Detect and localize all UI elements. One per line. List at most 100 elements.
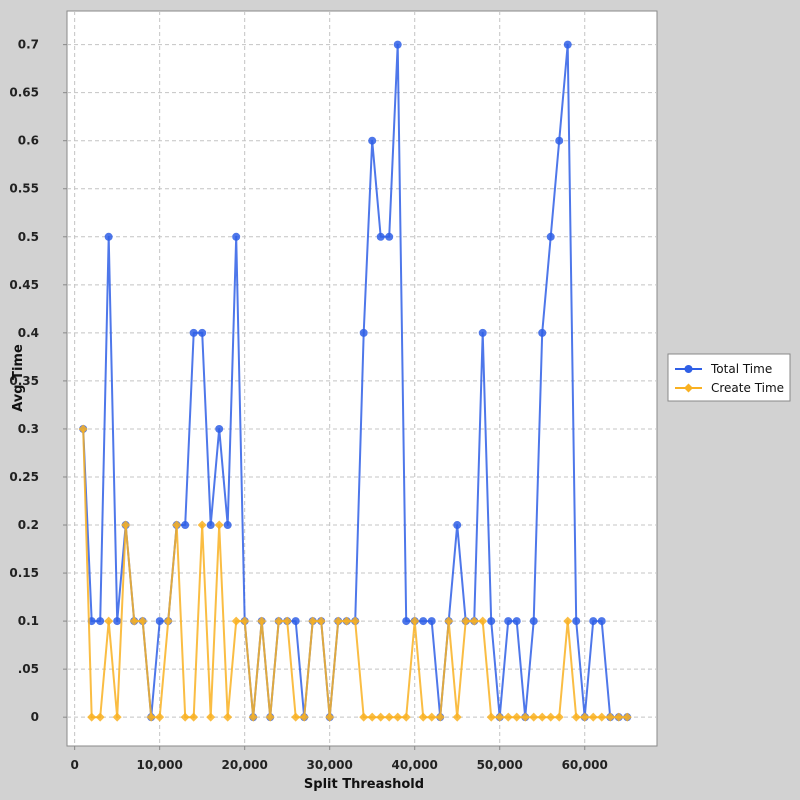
legend-label: Create Time bbox=[711, 381, 784, 395]
data-point bbox=[316, 616, 326, 626]
data-point bbox=[622, 712, 632, 722]
data-point bbox=[231, 616, 241, 626]
data-point bbox=[129, 616, 139, 626]
data-point bbox=[529, 617, 538, 626]
legend-entries: Total Time Create Time bbox=[675, 362, 784, 395]
data-point bbox=[469, 616, 479, 626]
legend-box bbox=[667, 353, 791, 402]
data-point bbox=[402, 617, 411, 626]
data-point bbox=[385, 232, 394, 241]
data-point bbox=[554, 712, 564, 722]
data-point bbox=[461, 616, 471, 626]
data-point bbox=[214, 520, 224, 530]
data-point bbox=[504, 617, 513, 626]
data-point bbox=[359, 712, 369, 722]
data-point bbox=[350, 616, 360, 626]
data-point bbox=[605, 712, 615, 722]
x-tick-label: 40,000 bbox=[392, 758, 438, 772]
data-point bbox=[291, 712, 301, 722]
data-point bbox=[529, 712, 539, 722]
y-tick-label: 0.25 bbox=[9, 470, 39, 484]
data-point bbox=[181, 521, 190, 530]
data-point bbox=[215, 424, 224, 433]
x-tick-label: 30,000 bbox=[307, 758, 353, 772]
y-tick-label: 0.3 bbox=[18, 422, 39, 436]
data-point bbox=[155, 712, 165, 722]
data-point bbox=[393, 712, 403, 722]
data-point bbox=[223, 521, 232, 530]
x-tick-label: 60,000 bbox=[562, 758, 608, 772]
y-tick-label: 0.1 bbox=[18, 614, 39, 628]
data-point bbox=[180, 712, 190, 722]
data-point bbox=[563, 40, 572, 49]
data-point bbox=[376, 232, 385, 241]
data-point bbox=[206, 712, 216, 722]
data-point bbox=[546, 232, 555, 241]
y-tick-label: 0.7 bbox=[18, 38, 39, 52]
series-layer bbox=[78, 40, 632, 722]
data-point bbox=[282, 616, 292, 626]
data-point bbox=[589, 617, 598, 626]
data-point bbox=[95, 712, 105, 722]
data-point bbox=[78, 424, 88, 434]
y-tick-label: 0.55 bbox=[9, 182, 39, 196]
data-point bbox=[512, 617, 521, 626]
data-point bbox=[104, 232, 113, 241]
data-point bbox=[299, 712, 309, 722]
data-point bbox=[342, 616, 352, 626]
data-point bbox=[486, 712, 496, 722]
y-axis-title: Avg Time bbox=[11, 344, 26, 412]
y-tick-label: 0.45 bbox=[9, 278, 39, 292]
data-point bbox=[291, 617, 300, 626]
data-point bbox=[487, 617, 496, 626]
data-point bbox=[163, 616, 173, 626]
data-point bbox=[367, 712, 377, 722]
data-point bbox=[546, 712, 556, 722]
data-point bbox=[597, 712, 607, 722]
data-point bbox=[113, 617, 122, 626]
legend: Total Time Create Time bbox=[667, 353, 791, 402]
data-point bbox=[418, 712, 428, 722]
data-point bbox=[155, 617, 164, 626]
y-tick-label: 0.5 bbox=[18, 230, 39, 244]
y-tick-label: 0.65 bbox=[9, 86, 39, 100]
data-point bbox=[121, 520, 131, 530]
data-point bbox=[478, 328, 487, 337]
data-point bbox=[376, 712, 386, 722]
data-point bbox=[189, 712, 199, 722]
data-point bbox=[240, 616, 250, 626]
x-axis-title: Split Threashold bbox=[304, 777, 424, 792]
data-point bbox=[538, 328, 547, 337]
data-point bbox=[614, 712, 624, 722]
data-point bbox=[563, 616, 573, 626]
data-point bbox=[104, 616, 114, 626]
data-point bbox=[571, 712, 581, 722]
x-tick-label: 20,000 bbox=[222, 758, 268, 772]
data-point bbox=[572, 617, 581, 626]
data-point bbox=[393, 40, 402, 49]
x-tick-label: 50,000 bbox=[477, 758, 523, 772]
series-1 bbox=[78, 424, 632, 722]
data-point bbox=[248, 712, 258, 722]
data-point bbox=[198, 328, 207, 337]
data-point bbox=[274, 616, 284, 626]
data-point bbox=[580, 712, 590, 722]
legend-label: Total Time bbox=[710, 362, 772, 376]
data-point bbox=[265, 712, 275, 722]
y-tick-label: 0.15 bbox=[9, 566, 39, 580]
data-point bbox=[146, 712, 156, 722]
y-tick-label: 0.6 bbox=[18, 134, 39, 148]
data-point bbox=[452, 712, 462, 722]
legend-marker bbox=[684, 365, 693, 373]
data-point bbox=[478, 616, 488, 626]
data-point bbox=[112, 712, 122, 722]
data-point bbox=[503, 712, 513, 722]
data-point bbox=[512, 712, 522, 722]
legend-marker bbox=[684, 383, 693, 393]
x-tick-label: 0 bbox=[70, 758, 78, 772]
data-point bbox=[419, 617, 428, 626]
legend-entry: Total Time bbox=[675, 362, 772, 376]
x-tick-label: 10,000 bbox=[137, 758, 183, 772]
data-point bbox=[495, 712, 505, 722]
